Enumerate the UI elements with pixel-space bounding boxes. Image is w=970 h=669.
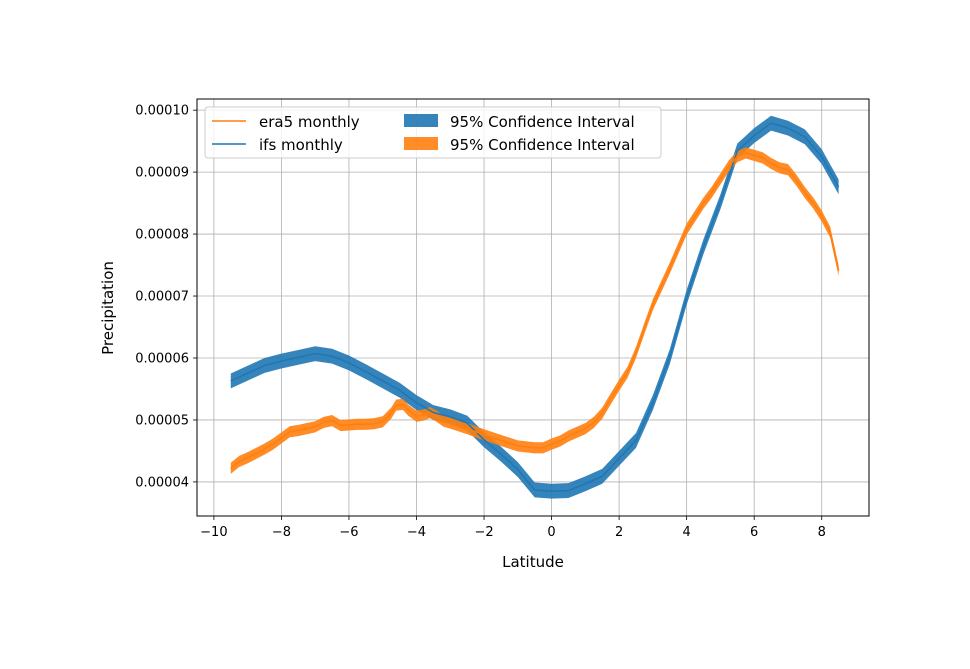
y-tick-label: 0.00007 [135,290,189,305]
y-tick-label: 0.00006 [135,351,189,366]
y-axis-ticks: 0.00004 0.00005 0.00006 0.00007 0.00008 0.000… [135,104,197,490]
x-tick-label: 0 [547,525,555,540]
x-tick-label: −10 [200,525,227,540]
y-axis-label: Precipitation [99,261,117,355]
legend-swatch-ifs-ci [404,114,438,127]
x-axis-ticks: −10 −8 −6 −4 −2 0 2 4 6 8 [200,516,826,540]
legend-label-era5-ci: 95% Confidence Interval [450,136,635,154]
x-tick-label: −2 [474,525,493,540]
plot-frame [196,98,870,517]
x-tick-label: −8 [272,525,291,540]
series-line-era5-monthly [230,152,840,469]
legend-swatch-era5-ci [404,137,438,150]
y-tick-label: 0.00005 [135,413,189,428]
x-tick-label: 8 [818,525,826,540]
x-tick-label: 4 [683,525,691,540]
series-line-ifs-monthly [230,122,840,492]
x-tick-label: 2 [615,525,623,540]
legend-label-ifs-ci: 95% Confidence Interval [450,113,635,131]
x-tick-label: 6 [750,525,758,540]
legend-label-era5: era5 monthly [259,113,360,131]
y-tick-label: 0.00008 [135,228,189,243]
legend: era5 monthly ifs monthly 95% Confidence … [204,106,662,159]
legend-label-ifs: ifs monthly [259,136,343,154]
x-axis-label: Latitude [502,553,564,571]
y-tick-label: 0.00010 [135,104,189,119]
legend-box [204,106,662,159]
y-tick-label: 0.00009 [135,166,189,181]
x-tick-label: −6 [339,525,358,540]
x-tick-label: −4 [407,525,426,540]
series-lines [230,122,840,492]
y-tick-label: 0.00004 [135,475,189,490]
